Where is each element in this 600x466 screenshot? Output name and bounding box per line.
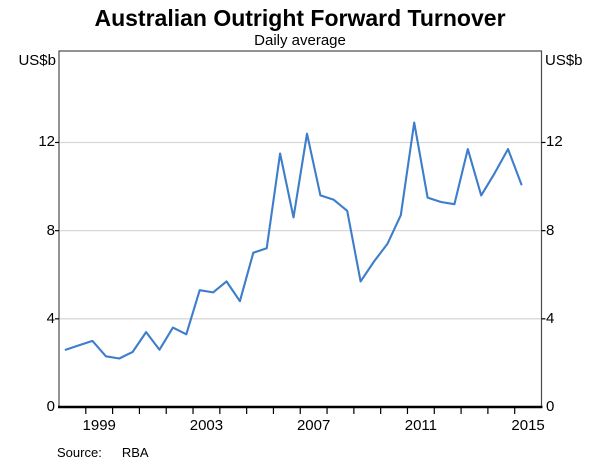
y-axis-unit-left: US$b — [18, 52, 56, 69]
turnover-line-series — [64, 121, 523, 360]
y-axis-tick-label-left: 12 — [38, 133, 55, 151]
x-axis-tick-label: 1999 — [82, 417, 116, 434]
source-label: Source: — [57, 445, 102, 460]
y-axis-tick-label-right: 8 — [546, 221, 555, 239]
x-axis-tick-label: 2015 — [511, 417, 545, 434]
chart-subtitle: Daily average — [254, 32, 346, 49]
y-axis-tick-label-left: 4 — [46, 309, 55, 327]
y-axis-tick-label-right: 4 — [546, 309, 555, 327]
source-note: Source: RBA — [57, 445, 149, 460]
x-axis-tick-label: 2003 — [189, 417, 224, 434]
y-axis-unit-right: US$b — [545, 52, 583, 69]
x-axis-tick-label: 2011 — [404, 417, 437, 434]
y-axis-tick-label-right: 0 — [546, 398, 555, 415]
y-axis-tick-label-left: 8 — [46, 221, 55, 239]
y-axis-tick-label-right: 12 — [546, 133, 563, 151]
x-axis-tick-label: 2007 — [296, 417, 331, 434]
y-axis-tick-label-left: 0 — [46, 398, 55, 415]
source-value: RBA — [121, 445, 149, 460]
chart-title: Australian Outright Forward Turnover — [94, 5, 506, 31]
